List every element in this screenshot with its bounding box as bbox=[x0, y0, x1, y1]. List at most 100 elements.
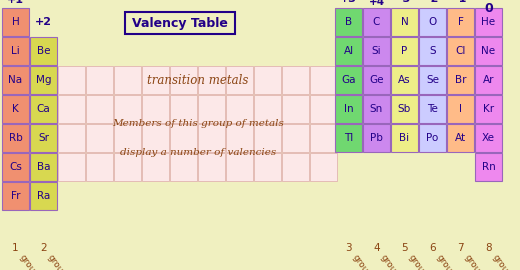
Bar bbox=[170, 95, 197, 123]
Text: Tl: Tl bbox=[344, 133, 353, 143]
Text: -3: -3 bbox=[398, 0, 411, 4]
Text: +3: +3 bbox=[340, 0, 357, 4]
Bar bbox=[30, 37, 57, 65]
Text: -1: -1 bbox=[454, 0, 466, 4]
Text: Pb: Pb bbox=[370, 133, 383, 143]
Text: display a number of valencies: display a number of valencies bbox=[120, 148, 276, 157]
Text: Si: Si bbox=[372, 46, 381, 56]
Bar bbox=[198, 95, 225, 123]
Bar bbox=[86, 66, 113, 94]
Bar bbox=[254, 95, 281, 123]
Bar bbox=[310, 124, 337, 152]
Bar bbox=[335, 66, 362, 94]
Bar bbox=[2, 66, 29, 94]
Bar bbox=[282, 124, 309, 152]
Text: K: K bbox=[12, 104, 19, 114]
Bar bbox=[2, 182, 29, 210]
Text: group: group bbox=[46, 253, 68, 270]
Text: 1: 1 bbox=[12, 243, 19, 253]
Bar bbox=[254, 124, 281, 152]
Text: Cs: Cs bbox=[9, 162, 22, 172]
Bar bbox=[391, 37, 418, 65]
Text: Br: Br bbox=[455, 75, 466, 85]
Text: Mg: Mg bbox=[36, 75, 51, 85]
Bar bbox=[310, 153, 337, 181]
Bar bbox=[114, 153, 141, 181]
Bar bbox=[419, 124, 446, 152]
Bar bbox=[391, 8, 418, 36]
Bar bbox=[475, 8, 502, 36]
Bar bbox=[142, 124, 169, 152]
Bar bbox=[363, 37, 390, 65]
Bar bbox=[226, 95, 253, 123]
Bar bbox=[335, 8, 362, 36]
Bar bbox=[114, 95, 141, 123]
Bar bbox=[2, 124, 29, 152]
Bar bbox=[419, 66, 446, 94]
Bar bbox=[419, 8, 446, 36]
Text: He: He bbox=[482, 17, 496, 27]
Text: Po: Po bbox=[426, 133, 439, 143]
Bar bbox=[226, 153, 253, 181]
Bar bbox=[30, 124, 57, 152]
Text: F: F bbox=[458, 17, 463, 27]
Text: Rb: Rb bbox=[9, 133, 22, 143]
Bar bbox=[2, 37, 29, 65]
Text: H: H bbox=[11, 17, 19, 27]
Text: group: group bbox=[350, 253, 373, 270]
Bar bbox=[475, 153, 502, 181]
Bar bbox=[254, 66, 281, 94]
Text: Valency Table: Valency Table bbox=[132, 16, 228, 29]
Text: 3: 3 bbox=[345, 243, 352, 253]
Bar bbox=[198, 153, 225, 181]
Bar bbox=[58, 124, 85, 152]
Text: At: At bbox=[455, 133, 466, 143]
Text: Ne: Ne bbox=[482, 46, 496, 56]
Text: group: group bbox=[18, 253, 40, 270]
Bar bbox=[142, 153, 169, 181]
Text: 4: 4 bbox=[373, 243, 380, 253]
Bar bbox=[335, 95, 362, 123]
Bar bbox=[447, 8, 474, 36]
Text: Members of this group of metals: Members of this group of metals bbox=[112, 119, 284, 128]
Text: Se: Se bbox=[426, 75, 439, 85]
Text: Bi: Bi bbox=[399, 133, 410, 143]
Bar bbox=[30, 66, 57, 94]
Text: Te: Te bbox=[427, 104, 438, 114]
Text: Ba: Ba bbox=[37, 162, 50, 172]
Bar bbox=[2, 95, 29, 123]
Text: Ge: Ge bbox=[369, 75, 384, 85]
Text: Rn: Rn bbox=[482, 162, 496, 172]
Text: Li: Li bbox=[11, 46, 20, 56]
Text: In: In bbox=[344, 104, 353, 114]
Bar bbox=[86, 95, 113, 123]
Text: Kr: Kr bbox=[483, 104, 494, 114]
Bar bbox=[475, 66, 502, 94]
Bar bbox=[282, 153, 309, 181]
Text: B: B bbox=[345, 17, 352, 27]
Text: As: As bbox=[398, 75, 411, 85]
Text: group: group bbox=[435, 253, 457, 270]
Bar bbox=[475, 124, 502, 152]
Text: Na: Na bbox=[8, 75, 22, 85]
Bar bbox=[86, 124, 113, 152]
Bar bbox=[363, 95, 390, 123]
Bar bbox=[226, 124, 253, 152]
Bar bbox=[447, 37, 474, 65]
Text: S: S bbox=[429, 46, 436, 56]
Bar bbox=[58, 153, 85, 181]
Bar bbox=[58, 66, 85, 94]
Bar bbox=[170, 153, 197, 181]
Bar bbox=[447, 95, 474, 123]
Text: group: group bbox=[379, 253, 401, 270]
Bar bbox=[86, 153, 113, 181]
Bar bbox=[30, 182, 57, 210]
Text: Cl: Cl bbox=[456, 46, 466, 56]
Bar bbox=[2, 153, 29, 181]
Bar bbox=[475, 95, 502, 123]
Bar bbox=[363, 124, 390, 152]
Text: Sn: Sn bbox=[370, 104, 383, 114]
Text: -2: -2 bbox=[426, 0, 439, 4]
Text: Sr: Sr bbox=[38, 133, 49, 143]
Bar bbox=[447, 124, 474, 152]
